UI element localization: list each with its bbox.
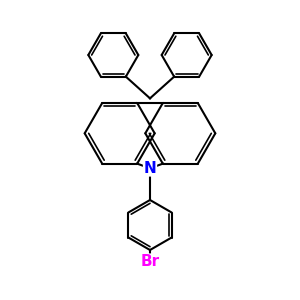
Text: N: N — [144, 161, 156, 176]
Text: Br: Br — [140, 254, 160, 269]
